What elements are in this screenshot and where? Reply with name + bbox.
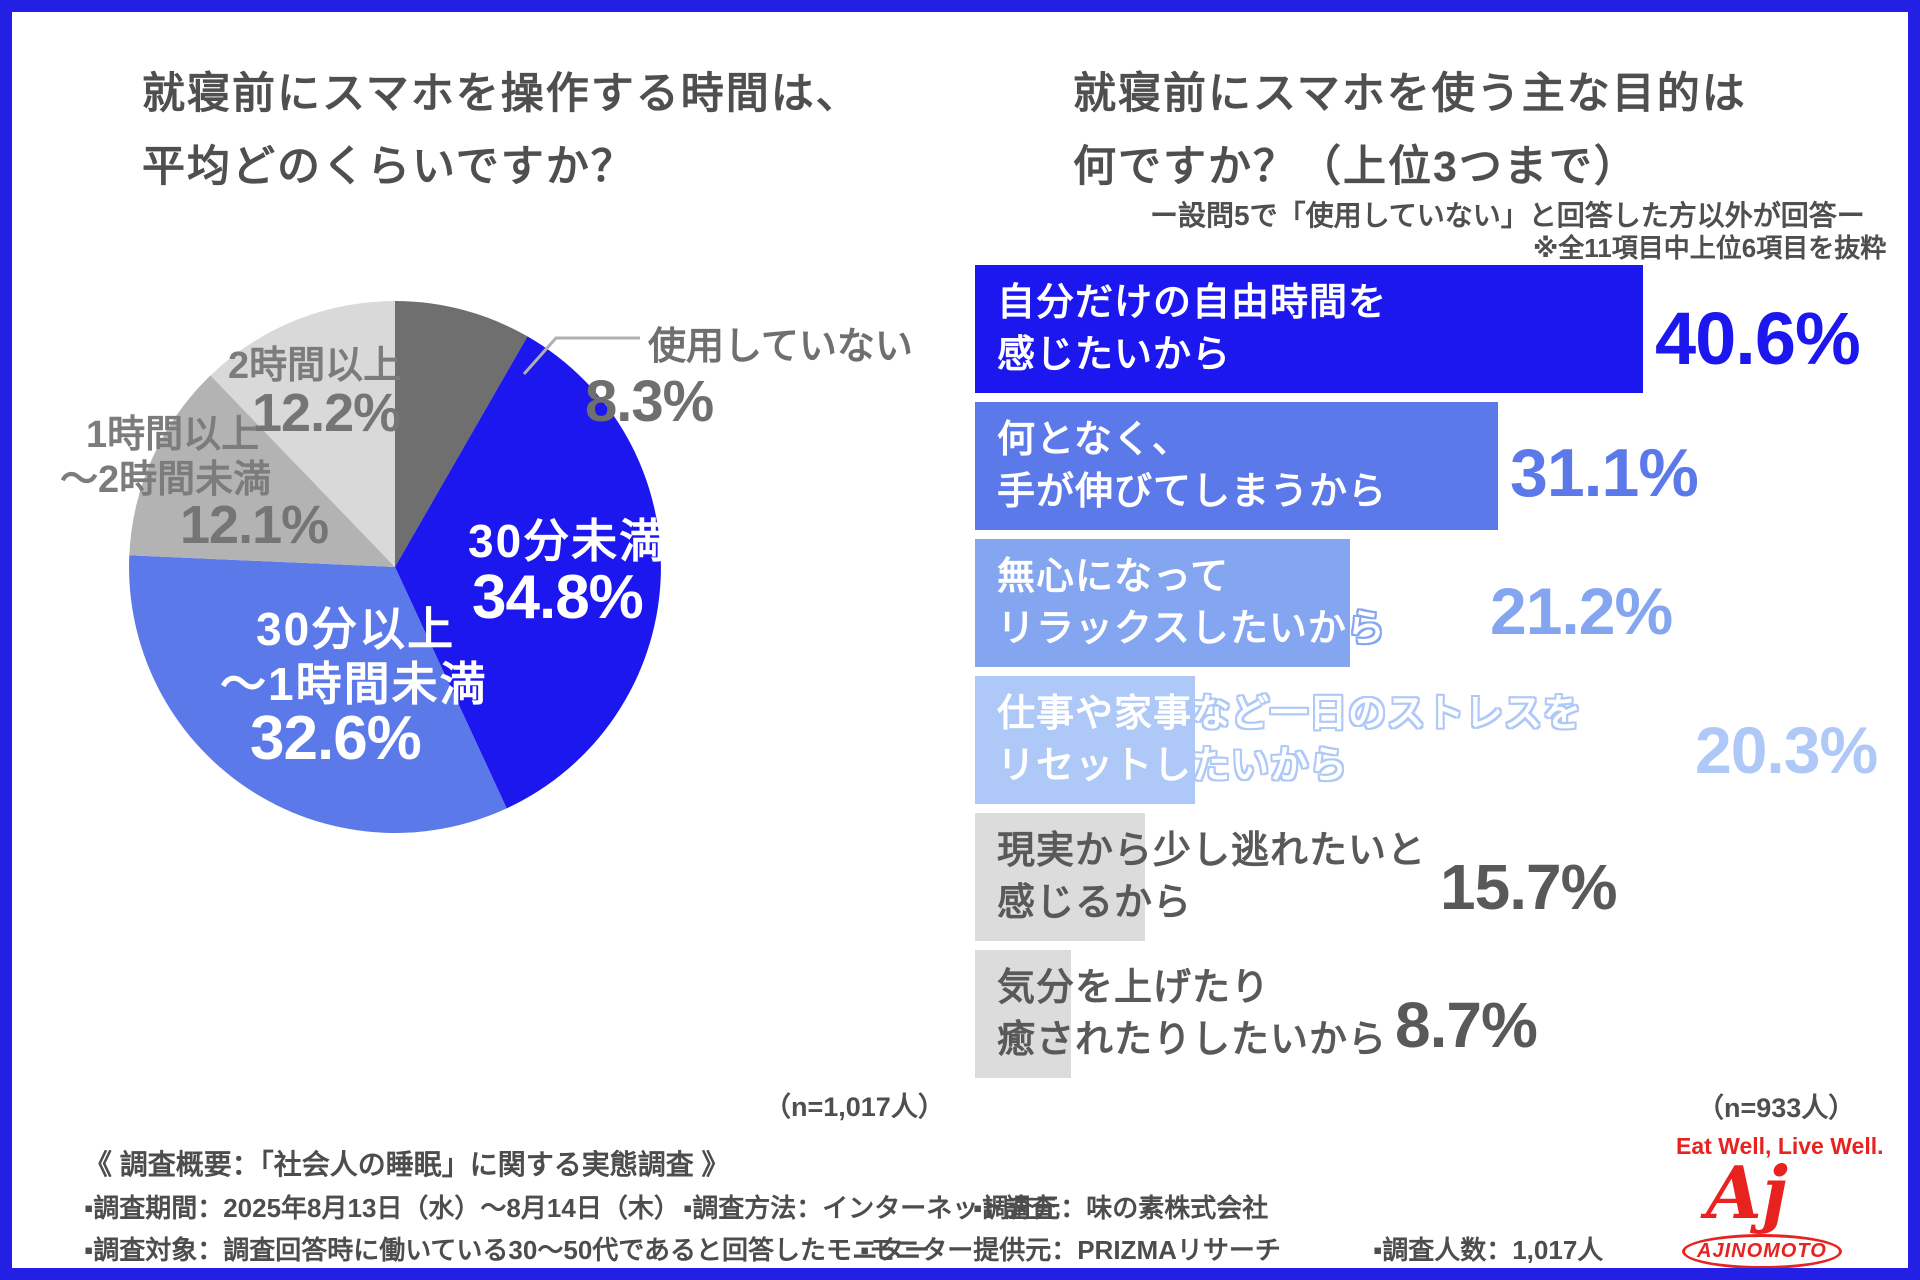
bar-label: 何となく、 手が伸びてしまうから [997,419,1388,513]
pie-chart-title-line1: 就寝前にスマホを操作する時間は、 [142,70,861,118]
bar-row-reset-stress: 仕事や家事など一日のストレスを リセットしたいから [975,676,1581,804]
bar-chart-note: ※全11項目中上位6項目を抜粋 [1533,233,1887,263]
bar-chart-rows: 自分だけの自由時間を 感じたいから 何となく、 手が伸びてしまうから 無心になっ… [975,265,1643,1087]
ajinomoto-wordmark: AJINOMOTO [1682,1234,1842,1269]
pie-slice-8.3% [395,301,528,567]
survey-method: ▪調査方法：インターネット調査 [683,1193,1057,1223]
bar-row-relax: 無心になって リラックスしたいから [975,539,1385,667]
survey-period: ▪調査期間：2025年8月13日（水）〜8月14日（木） [84,1193,680,1223]
bar-pct-mood-healing: 8.7% [1395,989,1538,1061]
bar-label: 自分だけの自由時間を 感じたいから [997,282,1388,376]
bar-pct-relax: 21.2% [1490,574,1673,648]
pie-slice-34.8% [395,336,661,809]
survey-source: ▪調査元：味の素株式会社 [973,1193,1269,1223]
pie-pct-2h-plus: 12.2% [252,383,401,443]
pie-label-2h-plus: 2時間以上 [228,345,402,387]
survey-monitor-provider: ▪モニター提供元：PRIZMAリサーチ [860,1235,1281,1265]
bar-row-escape-reality: 現実から少し逃れたいと 感じるから [975,813,1425,941]
bar-label: 気分を上げたり 癒されたりしたいから [997,967,1388,1061]
survey-respondent-count: ▪調査人数：1,017人 [1373,1235,1604,1265]
pie-pct-under-30min: 34.8% [472,563,644,632]
pie-slice-32.6% [129,555,507,833]
bar-chart-title-line1: 就寝前にスマホを使う主な目的は [1073,70,1747,118]
bar-chart-title-line2: 何ですか？（上位3つまで） [1073,143,1639,191]
pie-label-1h-2h-line2: 〜2時間未満 [60,459,272,501]
pie-label-no-use: 使用していない [648,326,913,368]
pie-label-1h-2h-line1: 1時間以上 [86,414,260,456]
pie-pct-30min-1h: 32.6% [250,704,422,773]
pie-n-label: （n=1,017人） [764,1092,945,1122]
bar-chart-subtitle: ー設問5で「使用していない」と回答した方以外が回答ー [1150,200,1865,231]
survey-target: ▪調査対象：調査回答時に働いている30〜50代であると回答したモニター [84,1235,931,1265]
bar-pct-escape-reality: 15.7% [1440,851,1617,923]
pie-chart-title-line2: 平均どのくらいですか？ [142,143,636,191]
bar-label: 仕事や家事など一日のストレスを リセットしたいから [997,693,1583,787]
pie-slices [129,301,661,833]
brand-tagline: Eat Well, Live Well. [1676,1133,1884,1159]
pie-label-30min-1h-line1: 30分以上 [256,603,456,655]
pie-slice-12.1% [129,375,396,567]
bar-row-free-time: 自分だけの自由時間を 感じたいから [975,265,1643,393]
pie-pct-1h-2h: 12.1% [180,495,329,555]
callout-line [522,336,640,375]
bar-row-habit: 何となく、 手が伸びてしまうから [975,402,1498,530]
ajinomoto-logo-icon: Aj [1706,1150,1788,1235]
bar-pct-habit: 31.1% [1510,435,1699,511]
bar-label: 現実から少し逃れたいと 感じるから [997,830,1427,924]
bar-pct-reset-stress: 20.3% [1695,713,1878,787]
bar-row-mood-healing: 気分を上げたり 癒されたりしたいから [975,950,1386,1078]
bar-pct-free-time: 40.6% [1655,297,1861,380]
pie-pct-no-use: 8.3% [585,369,714,434]
bar-n-label: （n=933人） [1697,1093,1856,1123]
survey-overview-title: 《 調査概要：「社会人の睡眠」に関する実態調査 》 [84,1149,730,1180]
pie-label-under-30min: 30分未満 [468,515,668,567]
pie-label-30min-1h-line2: 〜1時間未満 [220,658,488,710]
pie-slice-12.2% [210,301,395,567]
bar-label: 無心になって リラックスしたいから [997,556,1386,650]
